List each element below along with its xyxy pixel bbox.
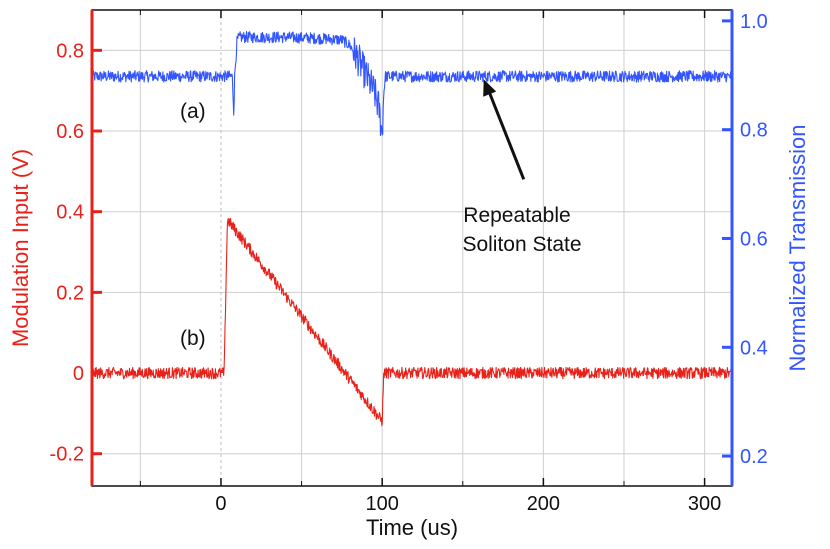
series-label-a: (a) [180, 100, 206, 123]
right-tick-label: 0.2 [740, 446, 768, 468]
left-tick-label: 0.2 [56, 282, 84, 304]
left-tick-label: 0.8 [56, 40, 84, 62]
series-transmission-line [91, 31, 733, 137]
right-tick-label: 0.6 [740, 228, 768, 250]
grid-lines [92, 10, 732, 486]
annotation-arrow [483, 79, 526, 180]
right-tick-label: 1.0 [740, 11, 768, 33]
axis-ticks: 0 100 200 300 -0.2 0 0.2 0.4 0.6 0.8 0.2 0.4 0.6 0.8 1… [50, 10, 768, 515]
series-modulation-line [91, 217, 733, 427]
x-tick-label: 200 [527, 493, 560, 515]
right-axis-title: Normalized Transmission [785, 125, 810, 372]
left-tick-label: 0 [73, 363, 84, 385]
left-tick-label: 0.6 [56, 121, 84, 143]
x-tick-label: 300 [688, 493, 721, 515]
data-series [91, 31, 733, 427]
x-tick-label: 0 [215, 493, 226, 515]
annotation-line-1: Repeatable [463, 204, 570, 227]
x-axis-title: Time (us) [366, 515, 458, 540]
right-tick-label: 0.8 [740, 120, 768, 142]
left-tick-label: 0.4 [56, 202, 84, 224]
right-tick-label: 0.4 [740, 337, 768, 359]
left-tick-label: -0.2 [50, 444, 84, 466]
x-tick-label: 100 [365, 493, 398, 515]
left-axis-title: Modulation Input (V) [8, 149, 33, 347]
arrow-shaft [486, 87, 526, 180]
series-label-b: (b) [180, 327, 206, 350]
arrow-head [483, 79, 497, 97]
annotation-line-2: Soliton State [462, 233, 581, 256]
